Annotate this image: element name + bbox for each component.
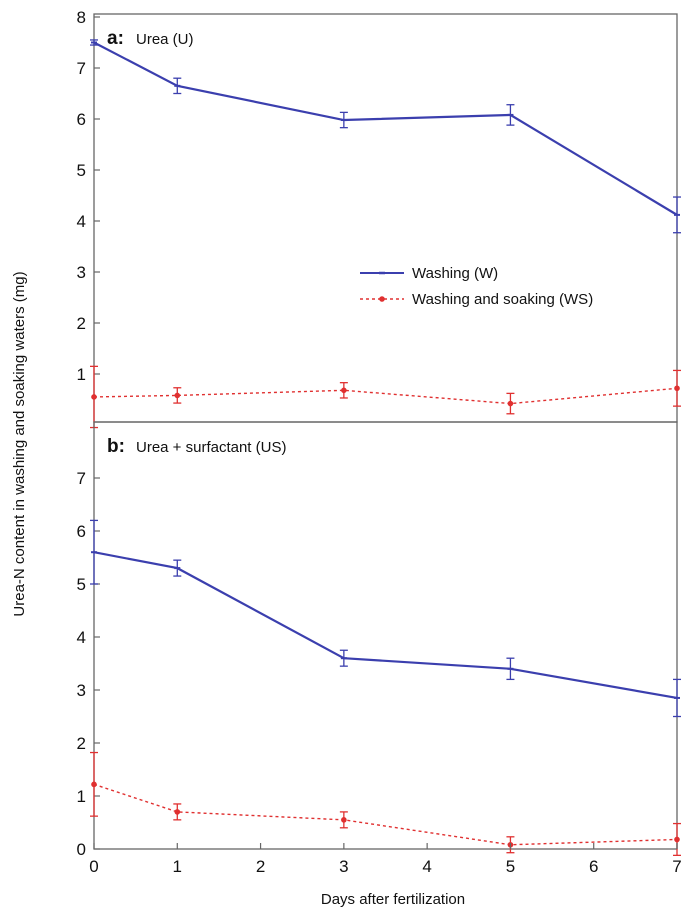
y-tick-label: 1 bbox=[77, 365, 86, 384]
data-point bbox=[91, 781, 97, 788]
panel-title: Urea + surfactant (US) bbox=[136, 439, 286, 456]
data-point bbox=[507, 400, 514, 407]
legend-label: Washing and soaking (WS) bbox=[412, 291, 593, 308]
y-tick-label: 3 bbox=[77, 263, 86, 282]
y-tick-label: 3 bbox=[77, 681, 86, 700]
y-axis-label: Urea-N content in washing and soaking wa… bbox=[11, 271, 28, 616]
y-tick-label: 6 bbox=[77, 110, 86, 129]
data-point bbox=[674, 836, 680, 843]
legend: Washing (W) Washing and soaking (WS) bbox=[360, 265, 593, 308]
y-tick-label: 4 bbox=[77, 212, 86, 231]
y-tick-label: 6 bbox=[77, 522, 86, 541]
y-tick-label: 1 bbox=[77, 787, 86, 806]
y-tick-label: 0 bbox=[77, 840, 86, 859]
panel-a: 1 2 3 4 5 6 7 8 a: Urea (U) bbox=[77, 8, 681, 429]
y-tick-label: 5 bbox=[77, 161, 86, 180]
panel-b: 0 1 2 3 4 5 6 7 b: Urea + surfactant (US) bbox=[77, 421, 681, 859]
x-tick-label: 5 bbox=[506, 857, 515, 876]
series-washing-line bbox=[93, 551, 678, 700]
data-point bbox=[174, 809, 181, 815]
panel-title: Urea (U) bbox=[136, 31, 194, 48]
series-washing-line bbox=[93, 41, 678, 216]
y-tick-label: 4 bbox=[77, 628, 86, 647]
x-tick-label: 6 bbox=[589, 857, 598, 876]
data-point bbox=[674, 385, 680, 392]
y-tick-label: 7 bbox=[77, 469, 86, 488]
plot-frame bbox=[93, 13, 678, 423]
panel-tag: a: bbox=[107, 28, 124, 49]
x-tick-label: 3 bbox=[339, 857, 348, 876]
data-point bbox=[341, 387, 347, 394]
y-tick-label: 7 bbox=[77, 59, 86, 78]
panel-tag: b: bbox=[107, 436, 125, 457]
y-tick-label: 5 bbox=[77, 575, 86, 594]
data-point bbox=[91, 394, 97, 400]
series-washing-soaking-line bbox=[93, 387, 678, 405]
x-tick-label: 2 bbox=[256, 857, 265, 876]
series-washing-soaking-line bbox=[93, 783, 678, 846]
x-axis-label: Days after fertilization bbox=[321, 891, 465, 908]
x-tick-label: 1 bbox=[173, 857, 182, 876]
data-point bbox=[341, 817, 347, 823]
legend-marker bbox=[379, 296, 385, 302]
x-tick-label: 4 bbox=[422, 857, 431, 876]
y-tick-label: 2 bbox=[77, 734, 86, 753]
x-tick-label: 7 bbox=[672, 857, 681, 876]
y-tick-label: 8 bbox=[77, 8, 86, 27]
y-tick-label: 2 bbox=[77, 314, 86, 333]
x-tick-label: 0 bbox=[89, 857, 98, 876]
legend-label: Washing (W) bbox=[412, 265, 498, 282]
plot-frame bbox=[93, 421, 678, 850]
x-axis: 0 1 2 3 4 5 6 7 bbox=[89, 843, 682, 876]
data-point bbox=[174, 392, 181, 399]
